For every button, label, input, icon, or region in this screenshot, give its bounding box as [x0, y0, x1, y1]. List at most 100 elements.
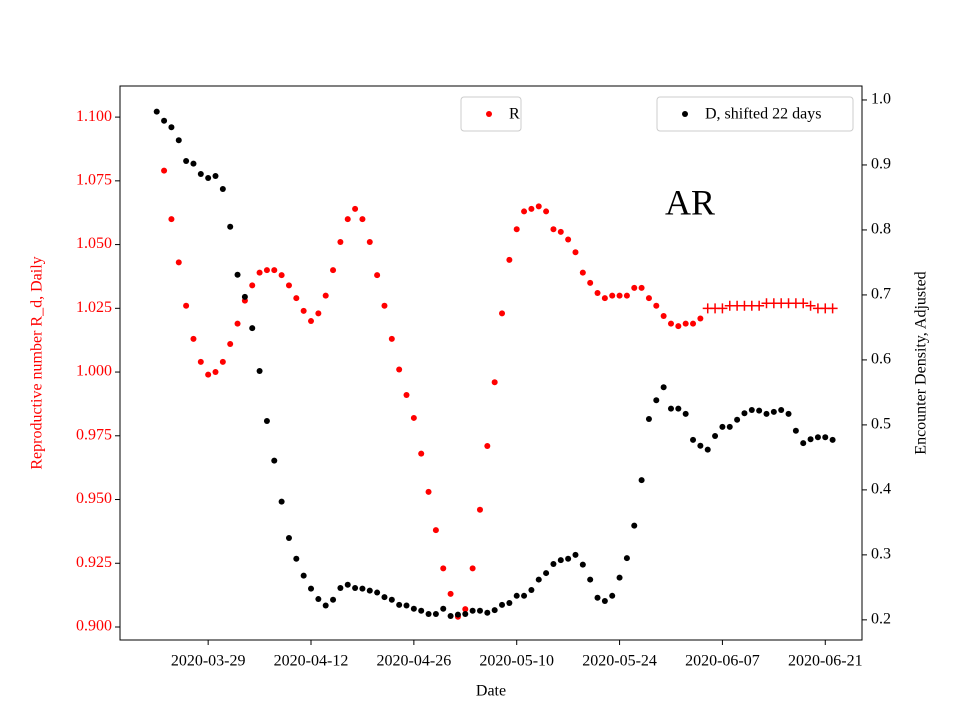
- point: [161, 167, 168, 174]
- y-tick-label: 1.000: [76, 363, 112, 380]
- point: [396, 366, 403, 373]
- point: [337, 239, 344, 246]
- point: [807, 436, 814, 443]
- point: [256, 269, 263, 276]
- point: [506, 599, 513, 606]
- point: [631, 284, 638, 291]
- point: [227, 341, 234, 348]
- point: [550, 226, 557, 233]
- point: [697, 315, 704, 322]
- point: [418, 607, 425, 614]
- point: [190, 335, 197, 342]
- point: [697, 442, 704, 449]
- x-tick-label: 2020-06-07: [685, 653, 760, 670]
- point: [594, 594, 601, 601]
- point: [800, 440, 807, 447]
- point: [263, 267, 270, 274]
- point: [234, 271, 241, 278]
- point: [675, 323, 682, 330]
- legend-box: [656, 96, 854, 132]
- point: [476, 607, 483, 614]
- x-tick-label: 2020-06-21: [788, 653, 863, 670]
- point: [219, 186, 226, 193]
- legend-marker: [486, 111, 492, 117]
- point: [675, 405, 682, 412]
- point: [690, 320, 697, 327]
- y2-tick-label: 0.8: [871, 221, 891, 238]
- point: [308, 318, 315, 325]
- point: [499, 601, 506, 608]
- point: [366, 239, 373, 246]
- point: [447, 612, 454, 619]
- point: [653, 302, 660, 309]
- point: [352, 205, 359, 212]
- y-tick-label: 0.975: [76, 426, 112, 443]
- x-axis-label: Date: [476, 683, 506, 700]
- y-tick-label: 0.925: [76, 554, 112, 571]
- point: [557, 557, 564, 564]
- y2-tick-label: 0.5: [871, 416, 891, 433]
- point: [557, 228, 564, 235]
- point: [579, 561, 586, 568]
- point: [249, 282, 256, 289]
- point: [322, 292, 329, 299]
- point: [168, 216, 175, 223]
- point: [814, 434, 821, 441]
- point: [631, 522, 638, 529]
- point: [285, 282, 292, 289]
- point: [410, 414, 417, 421]
- point: [601, 598, 608, 605]
- plus-point: [798, 298, 809, 309]
- point: [616, 292, 623, 299]
- point: [271, 457, 278, 464]
- point: [682, 410, 689, 417]
- legend-marker: [682, 111, 688, 117]
- point: [153, 108, 160, 115]
- point: [403, 391, 410, 398]
- y-tick-label: 1.100: [76, 108, 112, 125]
- y-tick-label: 1.025: [76, 299, 112, 316]
- y-axis-label: Reproductive number R_d, Daily: [29, 256, 46, 469]
- point: [469, 607, 476, 614]
- point: [719, 423, 726, 430]
- point: [645, 416, 652, 423]
- plus-point: [717, 303, 728, 314]
- point: [454, 611, 461, 618]
- point: [521, 592, 528, 599]
- plus-point: [805, 300, 816, 311]
- point: [682, 320, 689, 327]
- point: [778, 406, 785, 413]
- y-tick-label: 0.950: [76, 490, 112, 507]
- y-tick-label: 1.050: [76, 235, 112, 252]
- point: [300, 307, 307, 314]
- point: [190, 160, 197, 167]
- point: [484, 442, 491, 449]
- point: [263, 417, 270, 424]
- point: [690, 436, 697, 443]
- point: [241, 293, 248, 300]
- point: [227, 223, 234, 230]
- point: [535, 576, 542, 583]
- point: [418, 450, 425, 457]
- point: [315, 596, 322, 603]
- point: [396, 601, 403, 608]
- point: [462, 611, 469, 618]
- point: [249, 325, 256, 332]
- x-tick-label: 2020-05-10: [479, 653, 554, 670]
- point: [425, 488, 432, 495]
- point: [440, 605, 447, 612]
- x-tick-label: 2020-05-24: [582, 653, 657, 670]
- point: [359, 216, 366, 223]
- point: [168, 124, 175, 131]
- y2-tick-label: 1.0: [871, 91, 891, 108]
- y2-tick-label: 0.4: [871, 481, 891, 498]
- annotation: AR: [665, 182, 715, 222]
- legend-label: R: [509, 106, 520, 123]
- point: [161, 117, 168, 124]
- point: [667, 320, 674, 327]
- point: [667, 405, 674, 412]
- point: [381, 302, 388, 309]
- point: [513, 226, 520, 233]
- point: [484, 609, 491, 616]
- point: [425, 611, 432, 618]
